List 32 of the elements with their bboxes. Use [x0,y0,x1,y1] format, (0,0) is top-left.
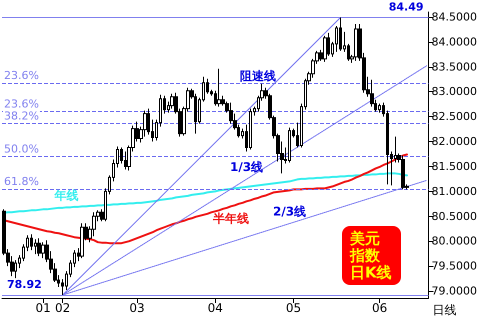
annotation: 23.6% [4,98,39,111]
y-tick-label: 80.5000 [432,210,478,223]
series-label: 年线 [54,188,79,202]
x-tick-label: 03 [129,301,145,315]
y-tick-label: 81.5000 [432,160,478,173]
series-label: 1/3线 [230,160,264,174]
x-tick-label: 01 [35,301,51,315]
x-axis-title: 日线 [432,303,457,317]
y-tick-label: 83.5000 [432,60,478,74]
annotation: 23.6% [4,68,39,82]
y-tick-label: 80.0000 [432,234,478,248]
x-tick-label: 02 [55,301,70,315]
series-label: 2/3线 [273,204,306,219]
x-tick-label: 04 [208,301,223,315]
annotation: 50.0% [4,142,39,156]
annotation: 美元指数日K线 [349,230,392,282]
y-tick-label: 82.5000 [432,110,478,124]
y-tick-label: 79.0000 [432,284,478,298]
ref-line-label: 84.49 [388,0,424,14]
y-tick-label: 79.5000 [432,260,478,273]
x-tick-label: 06 [372,301,388,315]
x-tick-label: 05 [286,301,302,315]
annotation: 38.2% [4,110,39,123]
y-tick-label: 84.5000 [432,10,478,24]
annotation: 61.8% [4,174,39,188]
series-label: 半年线 [212,211,249,226]
y-tick-label: 82.0000 [432,135,478,148]
y-tick-label: 84.0000 [432,35,478,48]
series-label: 阻速线 [240,69,276,84]
y-tick-label: 83.0000 [432,85,478,98]
ref-line-label: 78.92 [7,278,42,292]
y-tick-label: 81.0000 [432,184,478,198]
